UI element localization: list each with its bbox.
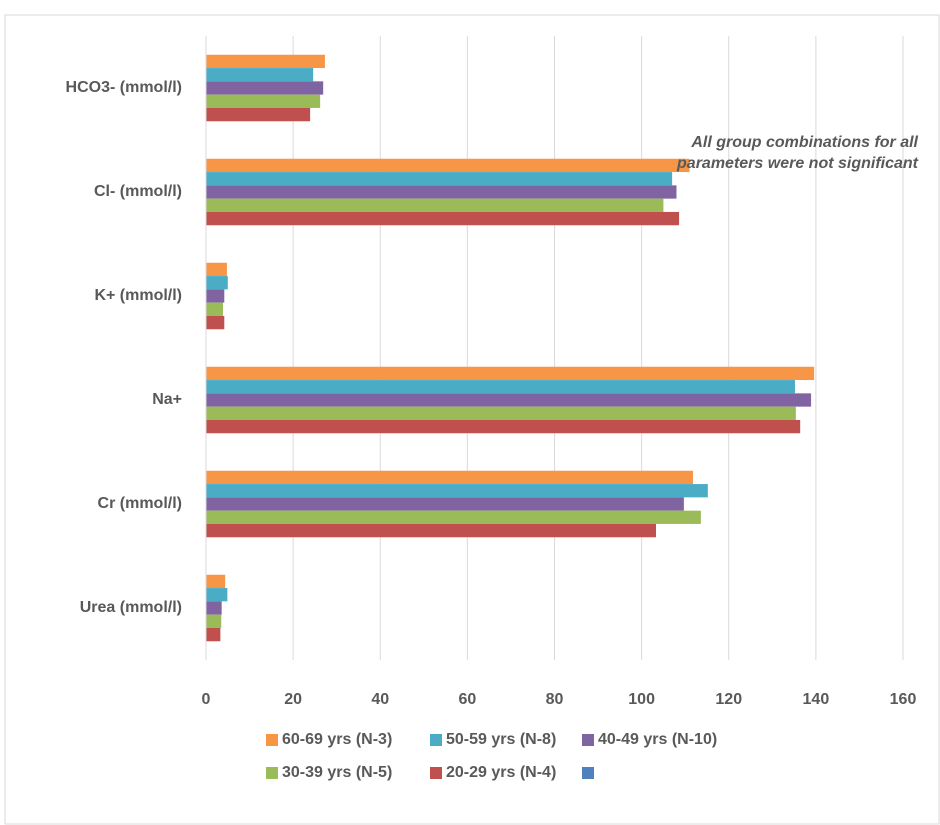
bar — [206, 94, 321, 108]
y-tick-label: HCO3- (mmol/l) — [66, 79, 182, 96]
x-tick-label: 140 — [803, 691, 830, 708]
x-tick-label: 40 — [371, 691, 389, 708]
bar — [206, 68, 314, 82]
bar — [206, 523, 657, 538]
bar — [206, 302, 223, 316]
x-tick-label: 160 — [890, 691, 917, 708]
bar — [206, 107, 311, 122]
legend-label: 50-59 yrs (N-8) — [446, 731, 556, 748]
bar — [206, 484, 708, 498]
bar — [206, 393, 812, 407]
bar — [206, 211, 680, 226]
x-tick-label: 80 — [546, 691, 564, 708]
legend-swatch — [582, 767, 594, 779]
legend-swatch — [266, 767, 278, 779]
bar — [206, 497, 684, 511]
annotation: All group combinations for all parameters… — [676, 134, 919, 172]
bar — [206, 172, 673, 186]
bar — [206, 54, 325, 69]
legend-swatch — [430, 734, 442, 746]
bar — [206, 406, 796, 420]
x-tick-label: 20 — [284, 691, 302, 708]
bar — [206, 158, 690, 173]
y-tick-label: Urea (mmol/l) — [80, 599, 182, 616]
legend-swatch — [430, 767, 442, 779]
y-tick-label: Cr (mmol/l) — [98, 495, 182, 512]
y-tick-label: K+ (mmol/l) — [94, 287, 182, 304]
legend-label: 60-69 yrs (N-3) — [282, 731, 392, 748]
bar — [206, 419, 801, 434]
bar — [206, 276, 228, 290]
bar — [206, 380, 795, 394]
bar — [206, 470, 694, 485]
bar — [206, 510, 701, 524]
bar — [206, 588, 228, 602]
x-tick-label: 0 — [202, 691, 211, 708]
bar — [206, 289, 225, 303]
y-tick-label: Na+ — [152, 391, 182, 408]
x-tick-label: 120 — [715, 691, 742, 708]
bar — [206, 601, 222, 615]
bar — [206, 366, 815, 381]
legend-label: 20-29 yrs (N-4) — [446, 764, 556, 781]
y-tick-label: Cl- (mmol/l) — [94, 183, 182, 200]
legend-label: 40-49 yrs (N-10) — [598, 731, 717, 748]
bar — [206, 574, 226, 589]
bar — [206, 627, 221, 642]
bar — [206, 81, 324, 95]
bar — [206, 185, 677, 199]
legend-swatch — [266, 734, 278, 746]
bar — [206, 262, 227, 277]
bar — [206, 315, 225, 330]
bar — [206, 198, 664, 212]
x-tick-label: 100 — [628, 691, 655, 708]
legend-label: 30-39 yrs (N-5) — [282, 764, 392, 781]
x-tick-label: 60 — [458, 691, 476, 708]
legend-swatch — [582, 734, 594, 746]
bar — [206, 614, 222, 628]
